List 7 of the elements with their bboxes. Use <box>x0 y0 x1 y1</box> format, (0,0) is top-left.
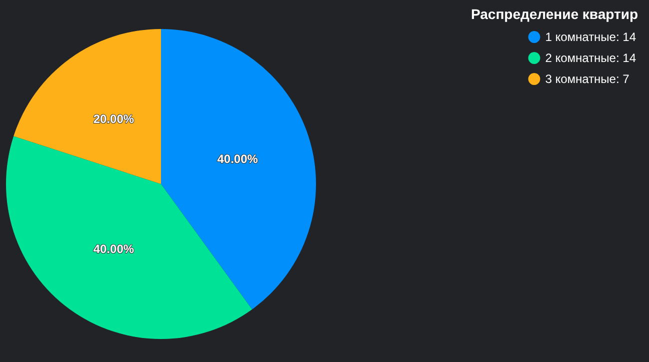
chart-title: Распределение квартир <box>470 6 638 22</box>
data-label: 20.00% <box>93 112 134 126</box>
legend-label: 3 комнатные: 7 <box>545 72 630 86</box>
data-label: 40.00% <box>217 152 258 166</box>
data-label: 40.00% <box>93 242 134 256</box>
legend-label: 2 комнатные: 14 <box>545 51 636 65</box>
legend-label: 1 комнатные: 14 <box>545 30 636 44</box>
